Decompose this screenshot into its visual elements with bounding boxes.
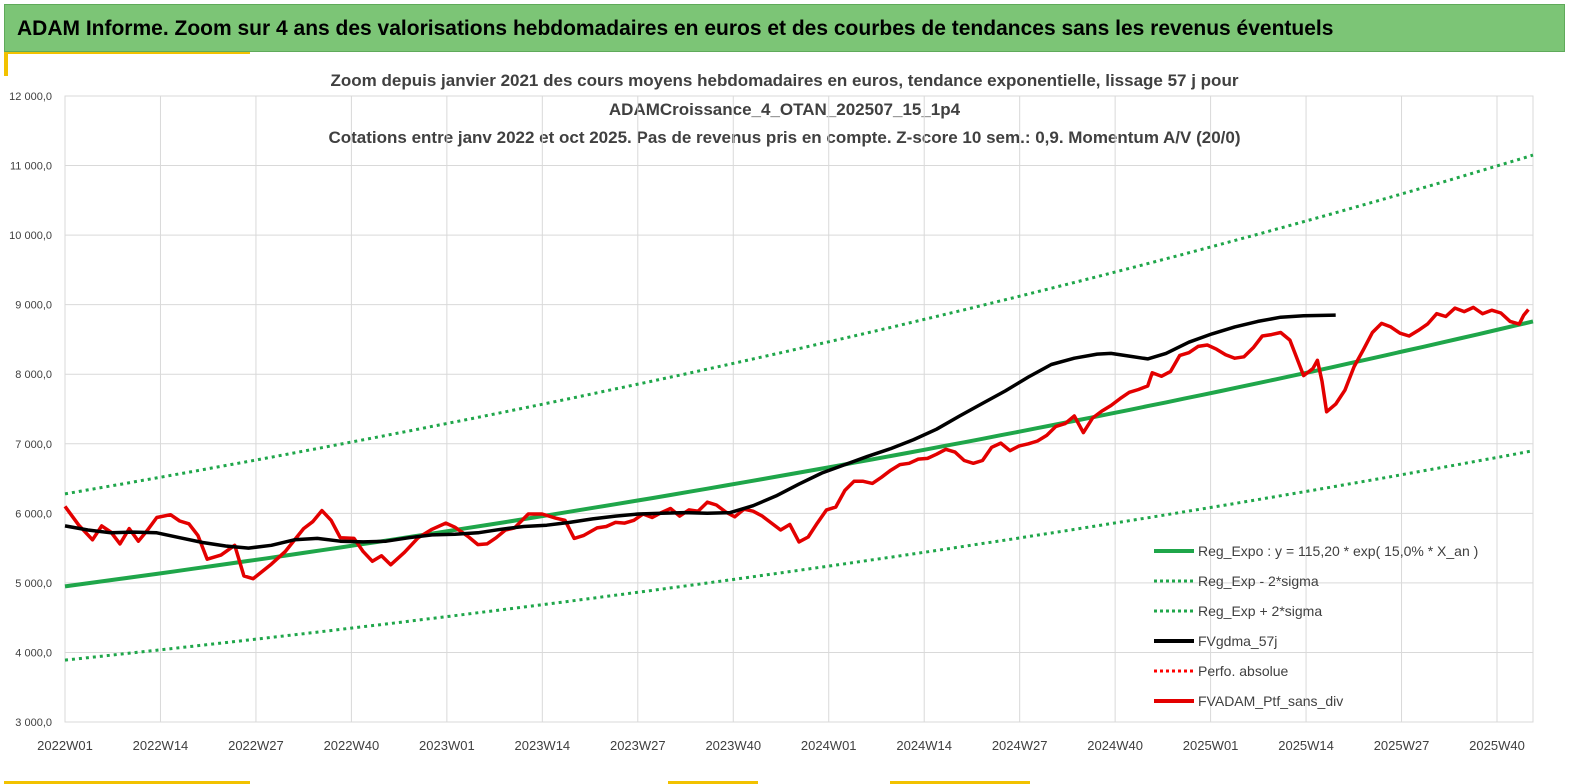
legend-swatch-perfo-absolue xyxy=(1154,669,1194,673)
x-tick-label: 2024W14 xyxy=(896,738,952,753)
y-tick-label: 6 000,0 xyxy=(15,508,52,520)
legend-swatch-fvadam-ptf xyxy=(1154,699,1194,703)
accent-bar-bottom xyxy=(4,781,250,784)
legend-label: Perfo. absolue xyxy=(1198,663,1289,679)
accent-bar-bottom xyxy=(668,781,758,784)
legend-label: FVgdma_57j xyxy=(1198,633,1278,649)
series-line-reg-exp-plus-2sigma xyxy=(64,153,1534,496)
x-tick-label: 2023W01 xyxy=(419,738,475,753)
x-tick-label: 2022W40 xyxy=(324,738,380,753)
legend-item: Reg_Exp - 2*sigma xyxy=(1154,566,1534,596)
x-tick-label: 2022W14 xyxy=(133,738,189,753)
accent-bar-bottom xyxy=(890,781,1030,784)
accent-bar-left xyxy=(4,52,8,76)
report-title: ADAM Informe. Zoom sur 4 ans des valoris… xyxy=(17,17,1334,40)
legend-item: Perfo. absolue xyxy=(1154,656,1534,686)
y-tick-label: 3 000,0 xyxy=(15,717,52,729)
y-tick-label: 10 000,0 xyxy=(9,230,52,242)
x-tick-label: 2024W27 xyxy=(992,738,1048,753)
series-line-reg-exp-minus-2sigma xyxy=(64,449,1534,662)
legend-item: FVADAM_Ptf_sans_div xyxy=(1154,686,1534,716)
x-tick-label: 2025W01 xyxy=(1183,738,1239,753)
legend-swatch-reg-exp-minus xyxy=(1154,579,1194,583)
x-tick-label: 2024W40 xyxy=(1087,738,1143,753)
x-tick-label: 2022W27 xyxy=(228,738,284,753)
y-tick-label: 9 000,0 xyxy=(15,300,52,312)
y-tick-label: 12 000,0 xyxy=(9,91,52,103)
y-tick-label: 7 000,0 xyxy=(15,439,52,451)
y-tick-label: 11 000,0 xyxy=(10,161,52,173)
accent-bar-top xyxy=(4,52,250,54)
x-tick-label: 2023W40 xyxy=(705,738,761,753)
x-tick-label: 2025W27 xyxy=(1374,738,1430,753)
chart-legend: Reg_Expo : y = 115,20 * exp( 15,0% * X_a… xyxy=(1154,536,1534,716)
legend-swatch-reg-expo xyxy=(1154,549,1194,553)
report-banner: ADAM Informe. Zoom sur 4 ans des valoris… xyxy=(4,4,1565,52)
legend-label: Reg_Exp + 2*sigma xyxy=(1198,603,1323,619)
legend-swatch-fvgdma xyxy=(1154,639,1194,643)
x-tick-label: 2023W14 xyxy=(515,738,571,753)
chart-title-line-1: Zoom depuis janvier 2021 des cours moyen… xyxy=(330,71,1239,90)
x-tick-label: 2024W01 xyxy=(801,738,857,753)
x-tick-label: 2025W14 xyxy=(1278,738,1334,753)
y-tick-label: 8 000,0 xyxy=(15,369,52,381)
chart-title-line-3: Cotations entre janv 2022 et oct 2025. P… xyxy=(328,128,1241,147)
legend-swatch-reg-exp-plus xyxy=(1154,609,1194,613)
legend-label: FVADAM_Ptf_sans_div xyxy=(1198,693,1344,709)
x-tick-label: 2022W01 xyxy=(37,738,93,753)
legend-label: Reg_Expo : y = 115,20 * exp( 15,0% * X_a… xyxy=(1198,543,1479,559)
series-line-fvadam-ptf xyxy=(63,305,1530,581)
chart-title-line-2: ADAMCroissance_4_OTAN_202507_15_1p4 xyxy=(608,100,961,119)
legend-item: Reg_Expo : y = 115,20 * exp( 15,0% * X_a… xyxy=(1154,536,1534,566)
y-tick-label: 4 000,0 xyxy=(15,647,52,659)
x-tick-label: 2023W27 xyxy=(610,738,666,753)
y-tick-label: 5 000,0 xyxy=(15,578,52,590)
x-tick-label: 2025W40 xyxy=(1469,738,1525,753)
legend-item: FVgdma_57j xyxy=(1154,626,1534,656)
legend-item: Reg_Exp + 2*sigma xyxy=(1154,596,1534,626)
series-line-fvgdma xyxy=(64,313,1336,550)
legend-label: Reg_Exp - 2*sigma xyxy=(1198,573,1319,589)
series-line-reg-expo xyxy=(64,319,1534,589)
